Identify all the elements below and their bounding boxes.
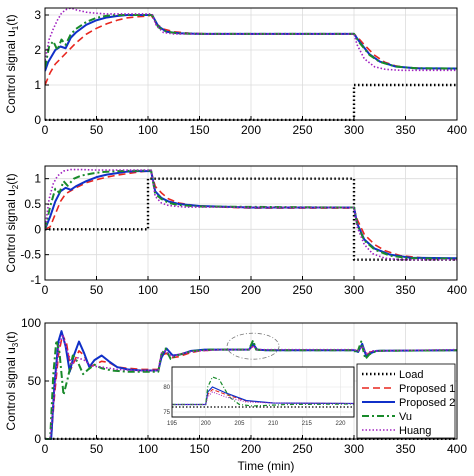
x-tick-label: 400 (447, 123, 467, 137)
y-tick-label: 0 (34, 432, 41, 446)
inset-y-tick-label: 75 (163, 410, 170, 416)
series-lines (45, 7, 457, 121)
series-lines (45, 168, 457, 261)
x-tick-label: 100 (138, 123, 158, 137)
chart-panel-1: 0 50 100 150 200 250 300 350 400 0 1 2 3 Control sign… (4, 7, 467, 137)
inset-frame (171, 366, 355, 418)
y-axis-label: Control signal u1(t) (4, 14, 20, 113)
x-tick-label: 200 (241, 283, 261, 297)
inset-border (171, 366, 355, 418)
inset-series-vu (172, 376, 354, 407)
ticks: 0 50 100 150 200 250 300 350 400 -1 -0.5 0 0.5 1 (20, 172, 467, 297)
y-tick-label: 50 (28, 374, 42, 388)
chart-panel-2: 0 50 100 150 200 250 300 350 400 -1 -0.5 0 0.5 1 Contr… (4, 165, 467, 297)
y-tick-label: 2 (34, 43, 41, 57)
y-axis-label: Control signal u2(t) (4, 173, 20, 272)
x-tick-label: 350 (395, 442, 415, 456)
zoom-highlight-ellipse (226, 332, 280, 360)
legend-label: Vu (399, 411, 412, 423)
x-tick-label: 200 (241, 442, 261, 456)
x-tick-label: 0 (42, 442, 49, 456)
y-tick-label: -1 (30, 273, 41, 287)
x-tick-label: 300 (344, 442, 364, 456)
inset-x-tick-label: 220 (336, 421, 347, 427)
x-tick-label: 150 (189, 123, 209, 137)
y-tick-label: -0.5 (20, 248, 41, 262)
x-tick-label: 150 (189, 283, 209, 297)
x-tick-label: 0 (42, 283, 49, 297)
x-tick-label: 100 (138, 283, 158, 297)
y-axis-label: Control signal u3(t) (4, 331, 20, 430)
x-tick-label: 50 (90, 283, 104, 297)
x-axis-label: Time (min) (238, 459, 295, 473)
x-tick-label: 300 (344, 123, 364, 137)
x-tick-label: 350 (395, 123, 415, 137)
x-tick-label: 250 (292, 442, 312, 456)
ticks: 0 50 100 150 200 250 300 350 400 0 1 2 3 (34, 8, 467, 137)
y-tick-label: 1 (34, 78, 41, 92)
x-tick-label: 50 (90, 123, 104, 137)
x-tick-label: 350 (395, 283, 415, 297)
x-tick-label: 400 (447, 283, 467, 297)
x-tick-label: 0 (42, 123, 49, 137)
inset-x-tick-label: 205 (234, 421, 245, 427)
y-tick-label: 3 (34, 8, 41, 22)
x-tick-label: 250 (292, 283, 312, 297)
legend-label: Proposed 2 (399, 397, 455, 409)
legend-label: Proposed 1 (399, 383, 455, 395)
x-tick-label: 200 (241, 123, 261, 137)
inset-x-tick-label: 195 (167, 421, 178, 427)
series-line-vu (45, 14, 457, 70)
x-tick-label: 300 (344, 283, 364, 297)
x-tick-label: 100 (138, 442, 158, 456)
inset-x-tick-label: 210 (268, 421, 279, 427)
x-tick-label: 50 (90, 442, 104, 456)
series-line-load (45, 177, 457, 261)
legend: Load Proposed 1 Proposed 2 Vu Huang (356, 363, 456, 439)
series-line-vu (45, 339, 457, 440)
legend-label: Load (399, 369, 423, 381)
x-tick-label: 400 (447, 442, 467, 456)
inset-series-lines (172, 376, 354, 408)
inset-series-huang (172, 391, 354, 405)
y-tick-label: 1 (34, 172, 41, 186)
y-tick-label: 0.5 (24, 197, 41, 211)
y-tick-label: 100 (21, 316, 41, 330)
ticks: 0 50 100 150 200 250 300 350 400 0 50 100 (21, 316, 467, 456)
legend-label: Huang (399, 425, 431, 437)
x-tick-label: 150 (189, 442, 209, 456)
x-tick-label: 250 (292, 123, 312, 137)
y-tick-label: 0 (34, 113, 41, 127)
inset-x-tick-label: 200 (201, 421, 212, 427)
y-tick-label: 0 (34, 222, 41, 236)
series-line-huang (45, 333, 457, 440)
inset-x-tick-label: 215 (302, 421, 313, 427)
inset-y-tick-label: 80 (163, 385, 170, 391)
inset-zoom-plot: 195 200 205 210 215 220 75 80 (163, 366, 355, 427)
